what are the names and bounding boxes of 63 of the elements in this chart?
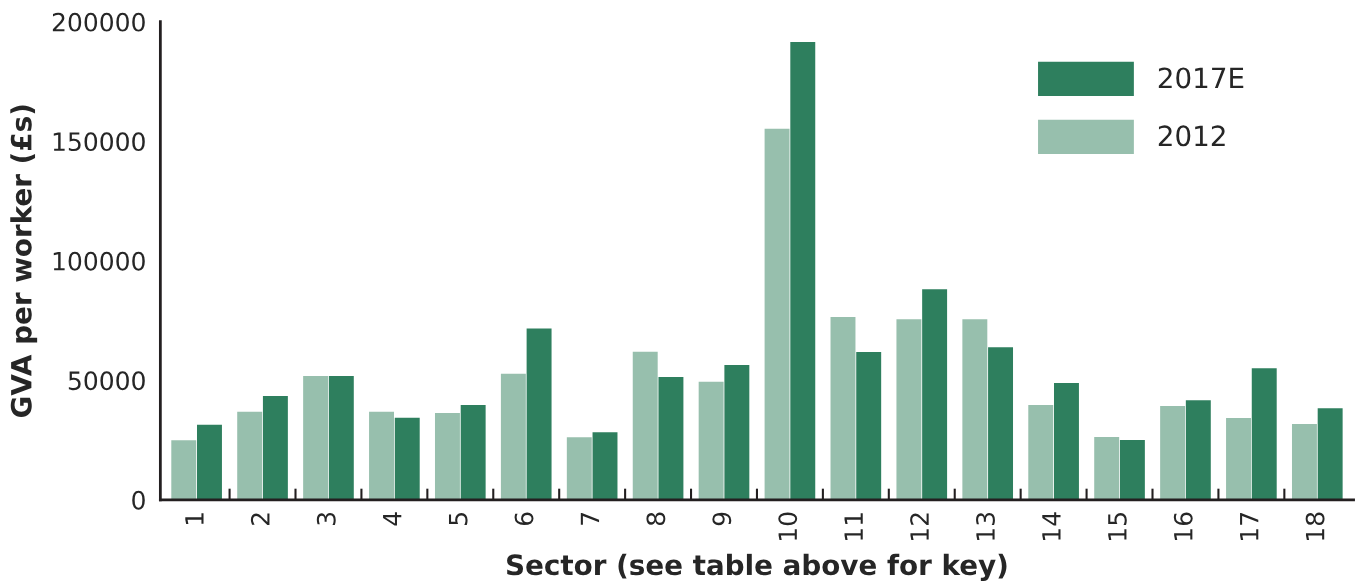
bar xyxy=(460,404,486,500)
bar xyxy=(500,373,526,500)
x-tick-label: 10 xyxy=(778,512,798,540)
bar xyxy=(988,347,1014,500)
legend-label: 2017E xyxy=(1158,67,1244,89)
bar xyxy=(592,432,618,500)
bar xyxy=(303,375,329,500)
x-tick-label: 5 xyxy=(448,513,468,525)
bar xyxy=(197,424,222,500)
bar xyxy=(764,128,790,500)
y-tick-label: 200000 xyxy=(52,12,145,32)
bar xyxy=(1094,436,1120,500)
x-tick-label: 6 xyxy=(514,512,534,526)
x-tick-label: 2 xyxy=(250,513,270,525)
x-tick-label: 1 xyxy=(185,513,204,525)
bar xyxy=(237,411,263,500)
x-tick-label: 8 xyxy=(646,512,666,526)
bar xyxy=(1160,406,1186,500)
x-tick-label: 4 xyxy=(383,512,402,526)
x-tick-label: 11 xyxy=(844,513,863,540)
bar xyxy=(658,376,684,500)
x-tick-label: 15 xyxy=(1108,513,1127,540)
bar xyxy=(1251,368,1277,500)
x-tick-label: 9 xyxy=(712,512,732,526)
bar xyxy=(171,440,197,500)
bar xyxy=(632,351,658,500)
bar xyxy=(724,364,750,500)
bar xyxy=(262,396,288,500)
bar xyxy=(328,375,354,500)
bar xyxy=(856,352,882,500)
x-tick-label: 16 xyxy=(1173,512,1193,540)
bar xyxy=(1185,400,1211,500)
bar xyxy=(526,328,552,500)
bar xyxy=(394,417,420,500)
bar xyxy=(1291,424,1317,500)
y-tick-label: 150000 xyxy=(53,132,145,152)
y-tick-label: 0 xyxy=(132,490,145,510)
x-tick-label: 7 xyxy=(580,513,600,525)
bar xyxy=(896,319,922,500)
bar xyxy=(922,289,948,500)
y-tick-label: 100000 xyxy=(53,251,145,271)
x-tick-label: 17 xyxy=(1240,513,1259,540)
bar xyxy=(698,381,724,500)
x-tick-label: 18 xyxy=(1305,512,1325,540)
y-axis-title: GVA per worker (£s) xyxy=(10,105,38,418)
bar xyxy=(962,319,988,500)
bar xyxy=(1054,382,1079,500)
bar xyxy=(369,411,394,500)
bar xyxy=(1119,440,1145,500)
x-axis-title: Sector (see table above for key) xyxy=(507,553,1007,581)
x-tick-label: 14 xyxy=(1042,512,1061,540)
x-tick-label: 12 xyxy=(910,513,929,540)
bar xyxy=(830,316,856,500)
x-tick-label: 3 xyxy=(316,512,336,525)
bar xyxy=(434,413,460,500)
bar xyxy=(1226,418,1251,500)
bar xyxy=(566,437,592,500)
legend-label: 2012 xyxy=(1158,125,1225,147)
bar xyxy=(1028,404,1054,500)
x-tick-label: 13 xyxy=(976,512,995,540)
y-tick-label: 50000 xyxy=(68,371,145,391)
bar xyxy=(790,42,816,500)
bar xyxy=(1317,408,1343,500)
